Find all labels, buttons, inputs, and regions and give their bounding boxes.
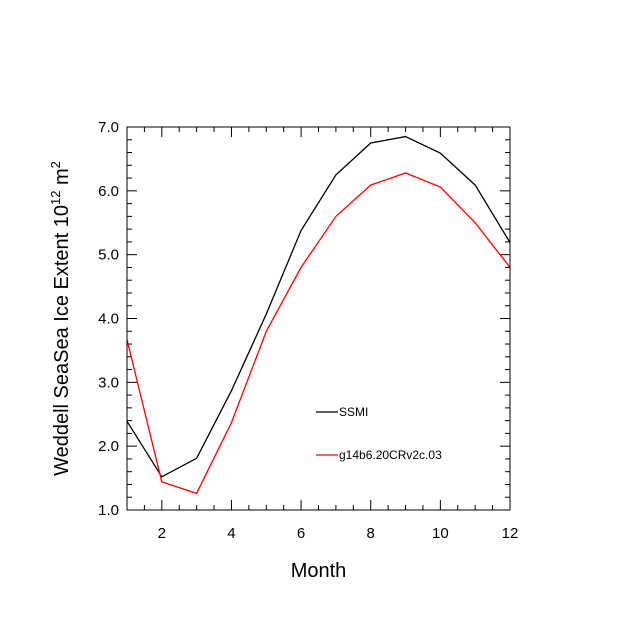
y-axis-title-unit-exponent: 2 xyxy=(48,161,63,168)
legend-label: g14b6.20CRv2c.03 xyxy=(339,448,442,462)
y-tick-label: 6.0 xyxy=(98,183,119,200)
x-axis-title: Month xyxy=(291,560,347,582)
x-tick-label: 10 xyxy=(432,525,449,542)
minor-ticks xyxy=(127,127,510,510)
y-tick-label: 4.0 xyxy=(98,311,119,328)
x-tick-label: 6 xyxy=(297,525,305,542)
plot-frame xyxy=(126,126,511,511)
x-tick-label: 12 xyxy=(502,525,519,542)
x-tick-label: 4 xyxy=(227,525,235,542)
y-tick-label: 5.0 xyxy=(98,247,119,264)
series-line-ssmi xyxy=(126,135,511,478)
legend: SSMI g14b6.20CRv2c.03 xyxy=(316,405,442,462)
x-tick-label: 2 xyxy=(158,525,166,542)
y-tick-label: 2.0 xyxy=(98,438,119,455)
y-tick-label: 3.0 xyxy=(98,374,119,391)
x-tick-labels: 2 4 6 8 10 12 xyxy=(158,525,519,542)
y-tick-label: 1.0 xyxy=(98,502,119,519)
y-axis-title-unit: m xyxy=(51,168,73,190)
y-tick-labels: 1.0 2.0 3.0 4.0 5.0 6.0 7.0 xyxy=(98,119,119,519)
series-lines xyxy=(126,135,511,495)
y-axis-title-prefix: Weddell SeaSea Ice Extent 10 xyxy=(51,205,73,476)
x-tick-label: 8 xyxy=(367,525,375,542)
y-tick-label: 7.0 xyxy=(98,119,119,136)
series-line-g14b6-20crv2c-03 xyxy=(126,172,511,495)
legend-label: SSMI xyxy=(339,405,368,419)
y-axis-title: Weddell SeaSea Ice Extent 1012 m2 xyxy=(48,161,73,476)
y-axis-title-exponent: 12 xyxy=(48,191,63,205)
major-ticks xyxy=(127,126,511,511)
